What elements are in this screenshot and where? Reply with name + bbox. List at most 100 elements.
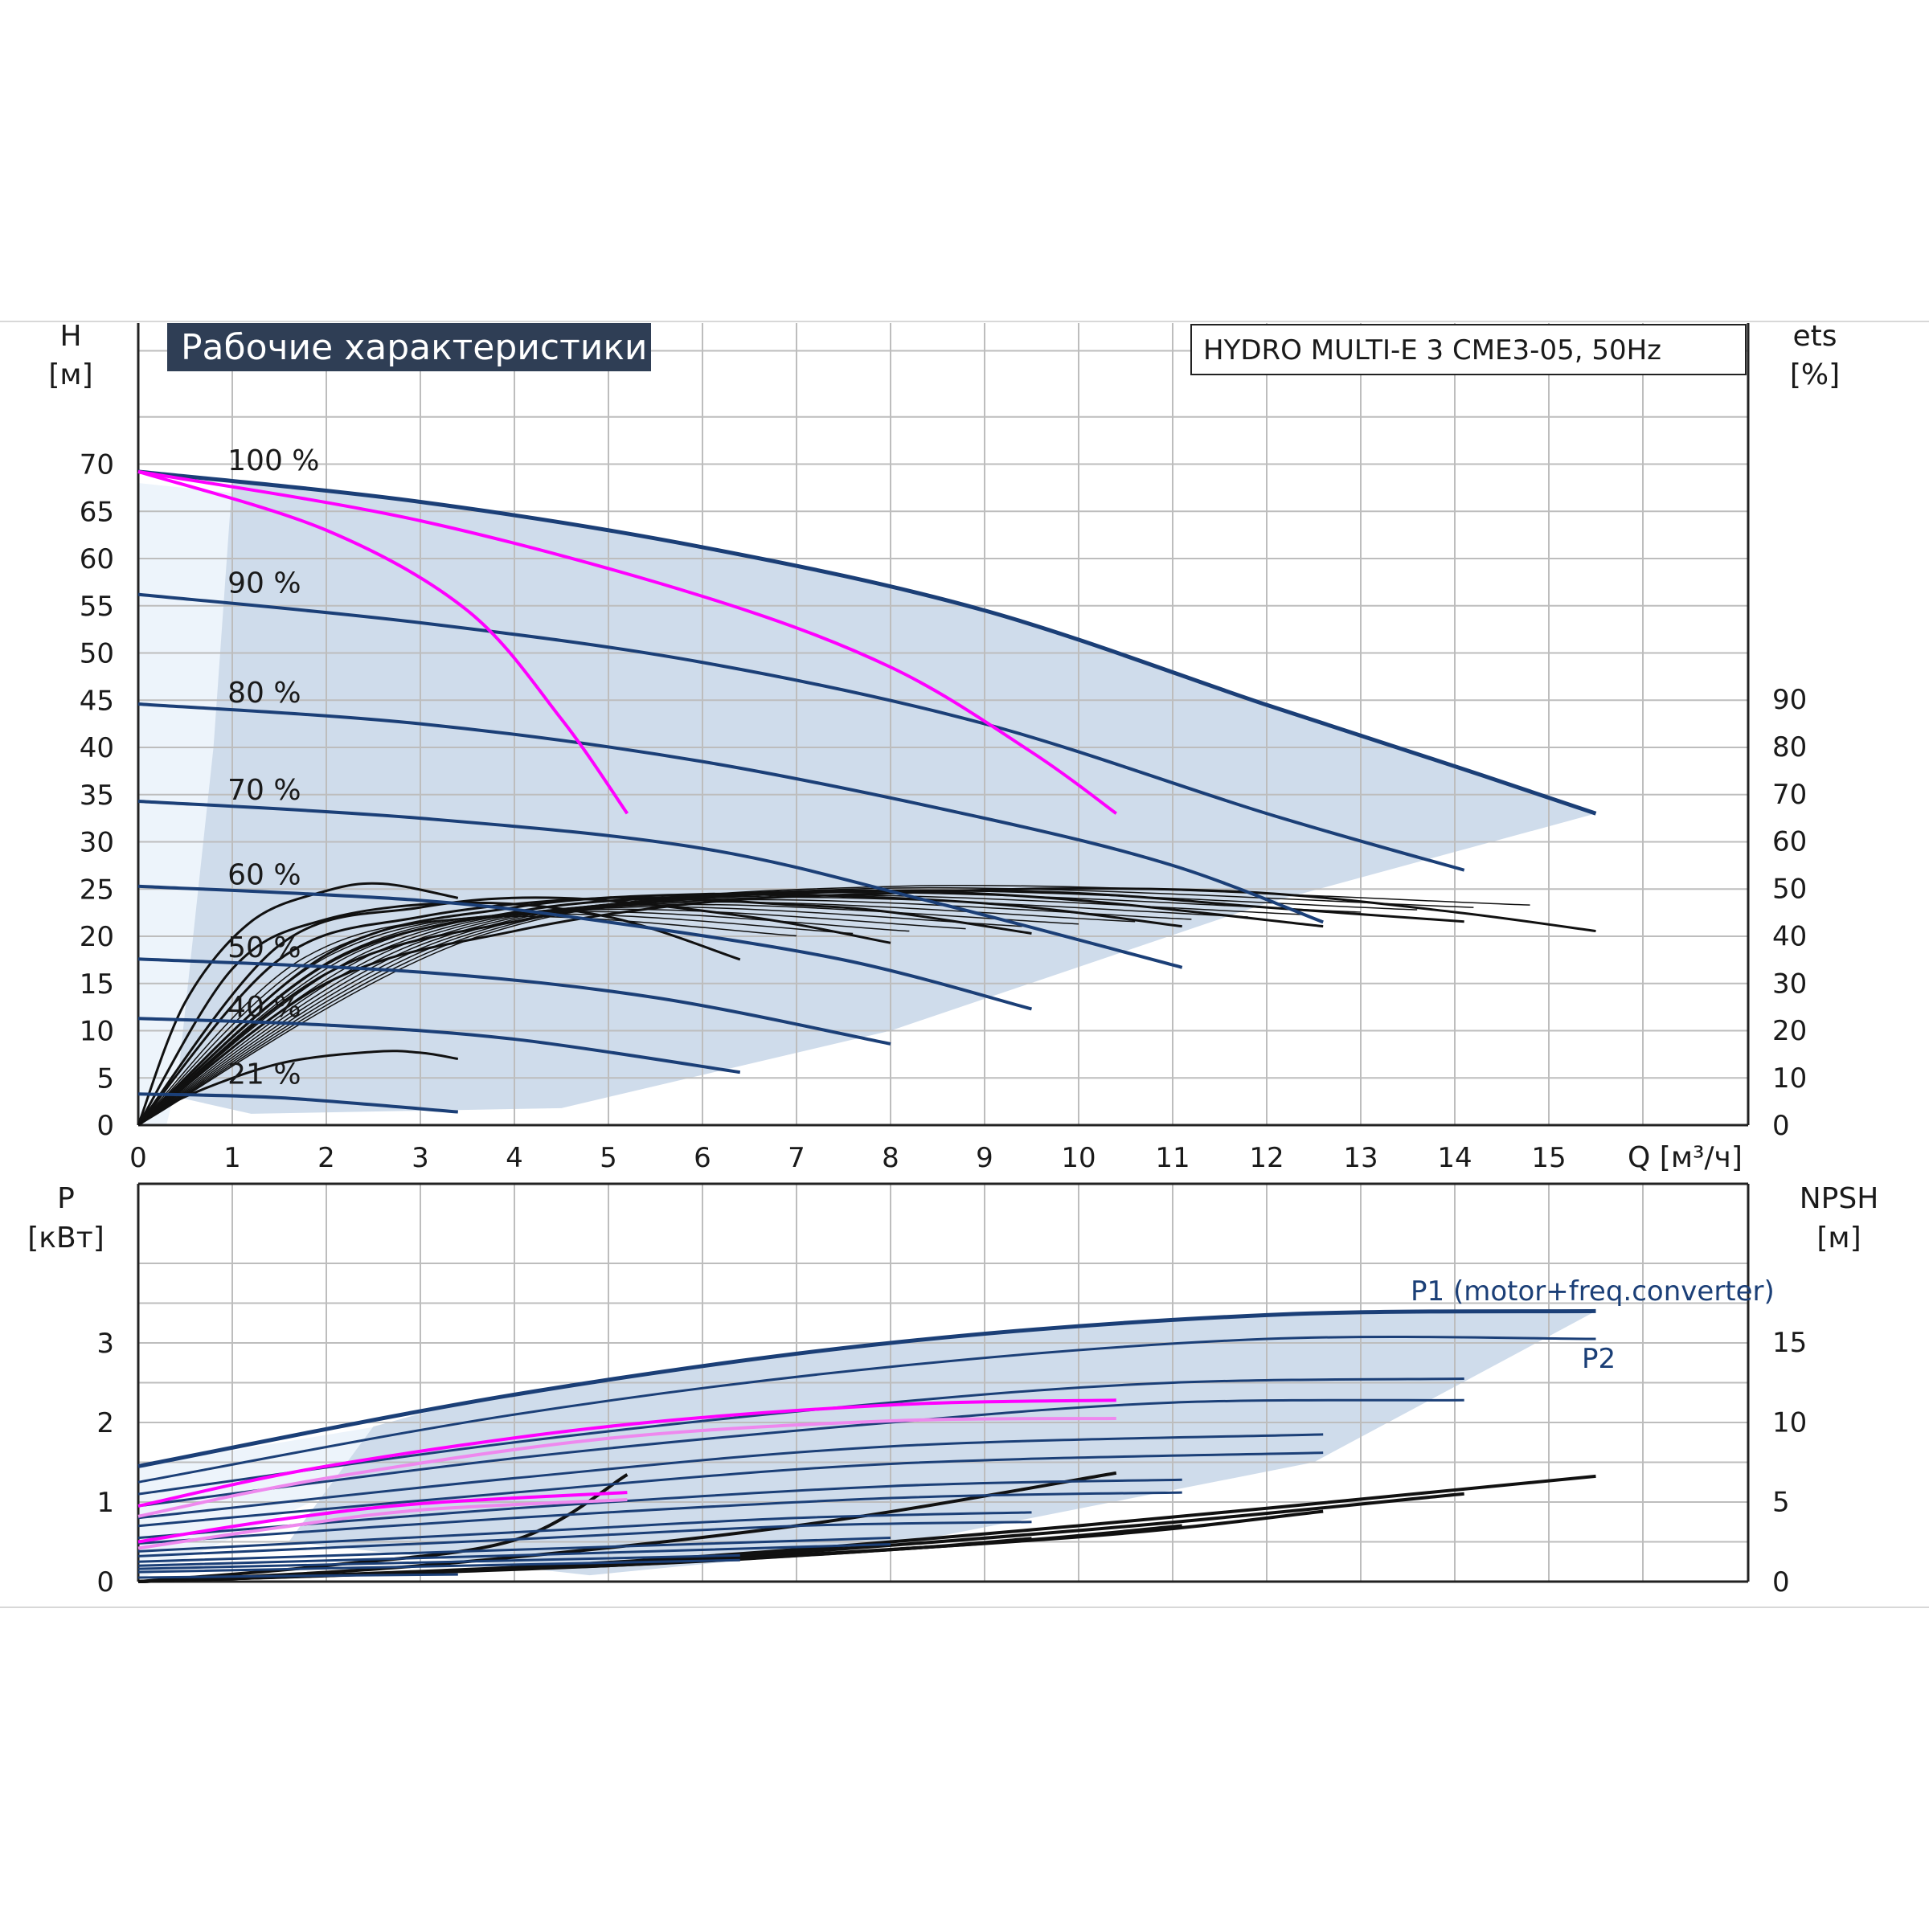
pump-curve-70	[137, 799, 1183, 969]
x-tick-label: 9	[976, 1142, 993, 1174]
x-tick-label: 11	[1155, 1142, 1190, 1174]
x-tick-label: 7	[788, 1142, 805, 1174]
y-tick-label: 25	[80, 874, 114, 906]
power-curve-P1-80	[137, 1433, 1324, 1520]
y-tick-label: 40	[80, 732, 114, 764]
speed-label: 60 %	[227, 859, 301, 892]
model-name: HYDRO MULTI-E 3 CME3-05, 50Hz	[1203, 334, 1661, 366]
x-tick-label: 10	[1061, 1142, 1096, 1174]
y-tick-label: 50	[80, 638, 114, 670]
npsh-tick-label: 15	[1772, 1327, 1807, 1359]
efficiency-curve-eta-small	[137, 882, 459, 1126]
power-curve-P2-70	[137, 1491, 1182, 1545]
y2-tick-label: 20	[1772, 1015, 1807, 1047]
y-tick-label: 35	[80, 780, 114, 812]
pump-curve-100	[137, 469, 1597, 816]
pump-curve-60	[137, 884, 1033, 1011]
efficiency-curve-thin	[137, 911, 910, 1126]
pump-curve-40	[137, 1017, 741, 1074]
sysP-1-curve	[137, 1398, 1116, 1508]
x-tick-label: 15	[1531, 1142, 1566, 1174]
npsh-tick-label: 5	[1772, 1487, 1790, 1519]
x-tick-label: 5	[600, 1142, 617, 1174]
y-tick-label: 20	[80, 921, 114, 953]
y2-tick-label: 70	[1772, 779, 1807, 811]
power-tick-label: 0	[96, 1566, 114, 1598]
y-tick-label: 10	[80, 1016, 114, 1048]
power-curve-P1-60	[137, 1511, 1032, 1553]
x-tick-label: 3	[412, 1142, 429, 1174]
power-curve-P2-90	[137, 1398, 1464, 1508]
x-tick-label: 2	[317, 1142, 335, 1174]
p2-series-label: P2	[1582, 1343, 1616, 1375]
system-2-curve	[137, 469, 1117, 815]
y-tick-label: 70	[80, 449, 114, 481]
power-curve-P1-40	[137, 1553, 740, 1570]
npsh-tick-label: 0	[1772, 1566, 1790, 1598]
power-curve-P1-100	[137, 1308, 1596, 1468]
speed-label: 40 %	[227, 991, 301, 1024]
title-box	[167, 323, 651, 371]
x-tick-label: 14	[1437, 1142, 1472, 1174]
speed-label: 70 %	[227, 774, 301, 807]
x-tick-label: 13	[1343, 1142, 1378, 1174]
power-curve-P1-21	[137, 1573, 458, 1579]
x-tick-label: 8	[882, 1142, 899, 1174]
efficiency-curve-thin	[137, 915, 797, 1126]
x-tick-label: 12	[1249, 1142, 1284, 1174]
y2-tick-label: 40	[1772, 920, 1807, 952]
power-curve-P2-60	[137, 1521, 1032, 1557]
power-curve-P2-100	[137, 1335, 1596, 1484]
power-axis-unit: [кВт]	[27, 1222, 104, 1255]
y-tick-label: 0	[96, 1110, 114, 1142]
x-axis-label: Q [м³/ч]	[1628, 1141, 1743, 1174]
y2-tick-label: 30	[1772, 968, 1807, 1000]
power-tick-label: 3	[96, 1328, 114, 1360]
y2-axis-label: ets	[1792, 320, 1837, 353]
pump-curve-21	[137, 1092, 458, 1114]
speed-label: 50 %	[227, 931, 301, 964]
speed-label: 80 %	[227, 677, 301, 710]
y2-tick-label: 80	[1772, 731, 1807, 763]
power-tick-label: 1	[96, 1487, 114, 1519]
system-1-curve	[137, 469, 629, 815]
pump-curve-90	[137, 592, 1465, 872]
p1-series-label: P1 (motor+freq.converter)	[1411, 1275, 1775, 1308]
y-tick-label: 55	[80, 591, 114, 623]
sysP-2b-curve	[137, 1498, 628, 1550]
speed-label: 100 %	[227, 444, 319, 477]
speed-label: 90 %	[227, 567, 301, 600]
model-box	[1190, 324, 1747, 375]
y-axis-unit: [м]	[48, 358, 92, 391]
efficiency-curve-eta-50	[137, 896, 891, 1126]
power-axis-label: P	[57, 1182, 75, 1215]
x-tick-label: 1	[223, 1142, 241, 1174]
power-curve-P1-50	[137, 1537, 891, 1563]
y-tick-label: 65	[80, 496, 114, 528]
efficiency-curve-thin	[137, 913, 854, 1126]
x-tick-label: 4	[506, 1142, 523, 1174]
speed-label: 21 %	[227, 1058, 301, 1091]
y-tick-label: 60	[80, 543, 114, 575]
y2-axis-unit: [%]	[1790, 358, 1840, 391]
sysP-1b-curve	[137, 1417, 1116, 1518]
sysP-2-curve	[137, 1491, 628, 1544]
power-curve-P2-40	[137, 1558, 740, 1574]
y2-tick-label: 0	[1772, 1110, 1790, 1142]
efficiency-curve-thin	[137, 886, 1474, 1126]
y2-tick-label: 90	[1772, 684, 1807, 716]
power-curve-P2-80	[137, 1451, 1324, 1528]
y-tick-label: 15	[80, 968, 114, 1001]
npsh-tick-label: 10	[1772, 1406, 1807, 1439]
chart-title: Рабочие характеристики	[181, 327, 648, 368]
x-tick-label: 0	[129, 1142, 147, 1174]
pump-curve-50	[137, 957, 891, 1046]
efficiency-curve-eta-70	[137, 892, 1182, 1127]
npsh-axis-label: NPSH	[1800, 1182, 1879, 1215]
npsh-axis-unit: [м]	[1816, 1222, 1861, 1255]
y-tick-label: 5	[96, 1062, 114, 1095]
y-tick-label: 30	[80, 827, 114, 859]
y2-tick-label: 10	[1772, 1062, 1807, 1095]
